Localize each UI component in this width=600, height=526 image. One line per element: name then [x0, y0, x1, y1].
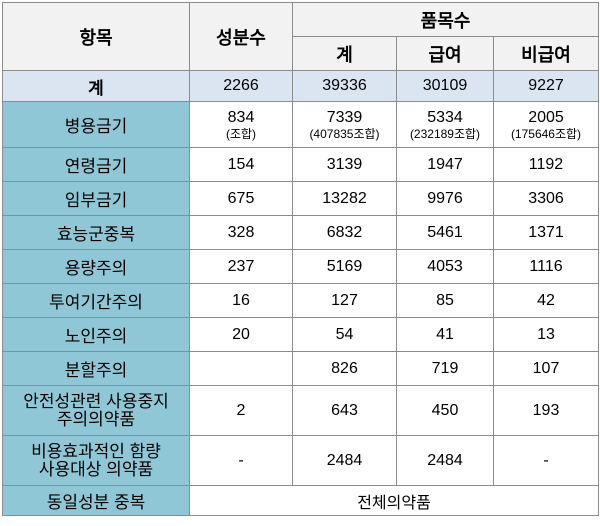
cell: 675: [189, 181, 293, 216]
row-label: 효능군중복: [2, 215, 190, 250]
cell: 193: [492, 385, 600, 436]
row-label: 노인주의: [2, 317, 190, 352]
table-row: 투여기간주의 16 127 85 42: [2, 283, 600, 318]
row-label: 동일성분 중복: [2, 485, 190, 516]
cell: 107: [492, 351, 600, 386]
table-row: 연령금기 154 3139 1947 1192: [2, 147, 600, 182]
cell: 2005 (175646조합): [492, 101, 600, 148]
total-ingredients: 2266: [189, 70, 293, 102]
cell: -: [492, 435, 600, 486]
total-label: 계: [2, 70, 190, 102]
cell: 2484: [292, 435, 397, 486]
cell: 5169: [292, 249, 397, 284]
total-covered: 30109: [396, 70, 494, 102]
cell: 127: [292, 283, 397, 318]
drug-safety-table: 항목 성분수 품목수 계 급여 비급여 계 2266 39336 30109 9…: [2, 2, 600, 516]
cell: 2: [189, 385, 293, 436]
total-products: 39336: [292, 70, 397, 102]
table-row: 동일성분 중복 전체의약품: [2, 485, 600, 516]
row-label: 용량주의: [2, 249, 190, 284]
cell: 1116: [492, 249, 600, 284]
table-row: 효능군중복 328 6832 5461 1371: [2, 215, 600, 250]
table-row: 노인주의 20 54 41 13: [2, 317, 600, 352]
cell: 1192: [492, 147, 600, 182]
row-label: 연령금기: [2, 147, 190, 182]
cell: 13282: [292, 181, 397, 216]
total-uncovered: 9227: [492, 70, 600, 102]
row-label: 병용금기: [2, 101, 190, 148]
table-row: 비용효과적인 함량 사용대상 의약품 - 2484 2484 -: [2, 435, 600, 486]
cell: -: [189, 435, 293, 486]
cell: 154: [189, 147, 293, 182]
cell: 328: [189, 215, 293, 250]
row-label: 비용효과적인 함량 사용대상 의약품: [2, 435, 190, 486]
cell: 2484: [396, 435, 494, 486]
cell: 3306: [492, 181, 600, 216]
cell: 13: [492, 317, 600, 352]
header-item: 항목: [2, 2, 190, 71]
cell: 643: [292, 385, 397, 436]
row-label: 임부금기: [2, 181, 190, 216]
cell: 450: [396, 385, 494, 436]
cell: 834 (조합): [189, 101, 293, 148]
cell: 16: [189, 283, 293, 318]
cell: 5461: [396, 215, 494, 250]
table-row: 안전성관련 사용중지 주의의약품 2 643 450 193: [2, 385, 600, 436]
cell: 237: [189, 249, 293, 284]
cell: 719: [396, 351, 494, 386]
cell: 42: [492, 283, 600, 318]
table-row: 분할주의 826 719 107: [2, 351, 600, 386]
header-sub-covered: 급여: [396, 36, 494, 71]
cell: 1371: [492, 215, 600, 250]
cell: 41: [396, 317, 494, 352]
cell: 6832: [292, 215, 397, 250]
row-label: 투여기간주의: [2, 283, 190, 318]
row-label: 안전성관련 사용중지 주의의약품: [2, 385, 190, 436]
cell: [189, 351, 293, 386]
cell: 9976: [396, 181, 494, 216]
cell: 1947: [396, 147, 494, 182]
table-row: 용량주의 237 5169 4053 1116: [2, 249, 600, 284]
cell: 54: [292, 317, 397, 352]
cell: 5334 (232189조합): [396, 101, 494, 148]
table-row: 병용금기 834 (조합) 7339 (407835조합) 5334 (232189조…: [2, 101, 600, 148]
row-label: 분할주의: [2, 351, 190, 386]
header-ingredient-count: 성분수: [189, 2, 293, 71]
header-sub-uncovered: 비급여: [492, 36, 600, 71]
cell: 85: [396, 283, 494, 318]
cell: 3139: [292, 147, 397, 182]
cell: 826: [292, 351, 397, 386]
header-sub-total: 계: [292, 36, 397, 71]
cell: 7339 (407835조합): [292, 101, 397, 148]
cell-all-drugs: 전체의약품: [188, 485, 600, 516]
table-row: 임부금기 675 13282 9976 3306: [2, 181, 600, 216]
cell: 20: [189, 317, 293, 352]
cell: 4053: [396, 249, 494, 284]
header-product-count: 품목수: [291, 2, 600, 37]
